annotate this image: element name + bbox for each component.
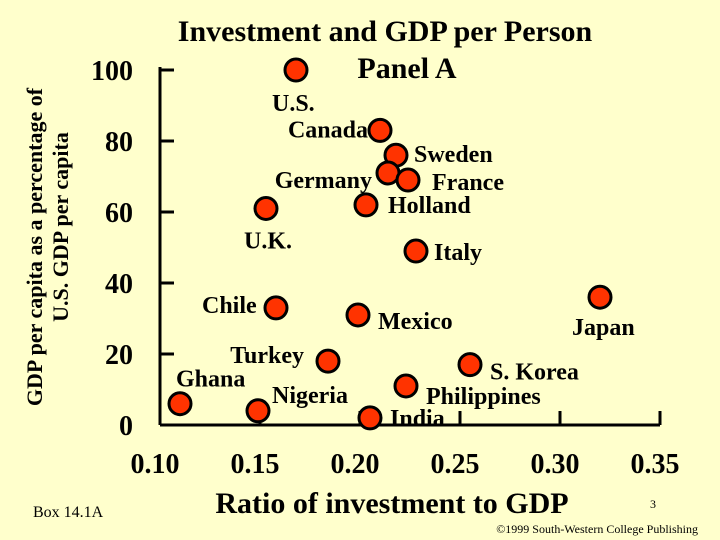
chart-title: Investment and GDP per Person [178, 15, 593, 48]
x-ticks: 0.10 0.15 0.20 0.25 0.30 0.35 [131, 411, 680, 480]
y-axis-label-line1: GDP per capita as a percentage of [22, 87, 47, 406]
point-label: Sweden [414, 142, 493, 168]
y-tick-label: 40 [105, 269, 133, 300]
data-point [367, 117, 393, 143]
data-point [345, 302, 371, 328]
data-point [403, 238, 429, 264]
point-label: Italy [434, 240, 482, 266]
data-point [457, 352, 483, 378]
y-tick-label: 20 [105, 340, 133, 371]
point-label: Turkey [230, 343, 304, 369]
point-label: Ghana [176, 367, 245, 393]
point-label: Mexico [378, 309, 453, 335]
point-label: France [432, 170, 504, 196]
y-tick-label: 100 [91, 56, 133, 87]
point-label: Germany [275, 168, 372, 194]
y-tick-label: 60 [105, 198, 133, 229]
x-tick-label: 0.35 [631, 449, 680, 480]
y-tick-label: 0 [119, 411, 133, 442]
x-tick-label: 0.20 [331, 449, 380, 480]
point-label: S. Korea [490, 360, 579, 386]
point-label: Nigeria [272, 383, 348, 409]
y-tick-label: 80 [105, 127, 133, 158]
y-axis-label-line2: U.S. GDP per capita [48, 132, 73, 322]
point-label: U.K. [244, 228, 292, 254]
point-label: Philippines [426, 384, 541, 410]
x-tick-label: 0.15 [231, 449, 280, 480]
x-tick-label: 0.10 [131, 449, 180, 480]
y-ticks: 0 20 40 60 80 100 [91, 56, 174, 442]
data-point [245, 398, 271, 424]
box-label: Box 14.1A [33, 504, 104, 521]
data-point [587, 284, 613, 310]
point-label: U.S. [272, 91, 315, 117]
data-point [357, 405, 383, 431]
x-axis-label: Ratio of investment to GDP [215, 487, 568, 520]
point-label: Canada [288, 117, 368, 143]
data-point [283, 57, 309, 83]
page-number: 3 [650, 497, 656, 511]
point-label: India [390, 406, 445, 432]
x-tick-label: 0.30 [531, 449, 580, 480]
point-label: Holland [388, 193, 471, 219]
data-point [393, 373, 419, 399]
point-label: Japan [572, 315, 635, 341]
x-tick-label: 0.25 [431, 449, 480, 480]
data-points [167, 57, 613, 431]
point-label: Chile [202, 293, 257, 319]
data-point [167, 391, 193, 417]
data-point [253, 195, 279, 221]
chart-subtitle: Panel A [357, 52, 457, 85]
data-point [395, 167, 421, 193]
copyright: ©1999 South-Western College Publishing [496, 522, 698, 536]
data-point [353, 192, 379, 218]
data-point [263, 295, 289, 321]
data-point [315, 348, 341, 374]
